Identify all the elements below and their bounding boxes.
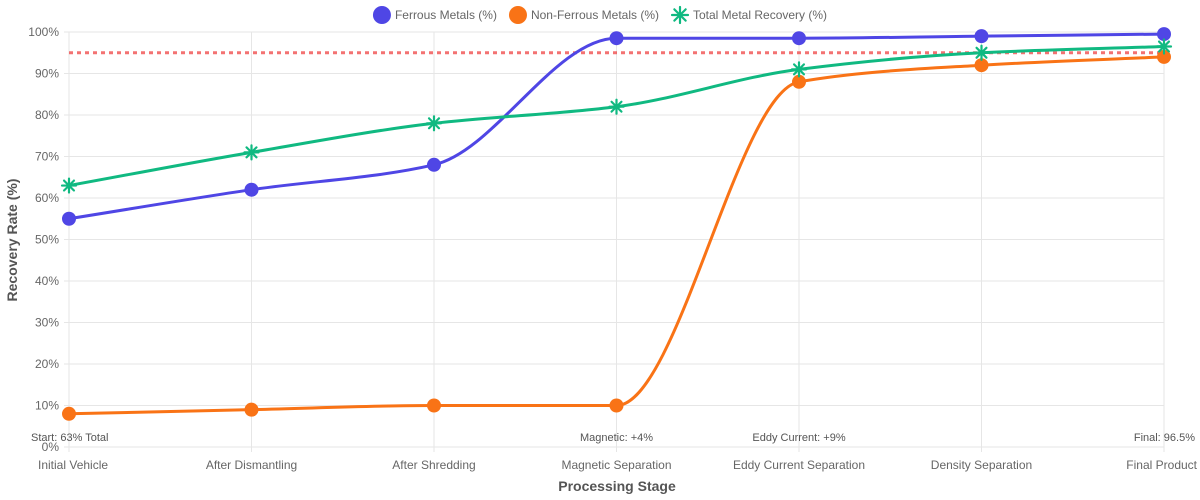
series-2 (62, 49, 1171, 421)
series-group (60, 27, 1173, 421)
data-point (244, 402, 259, 417)
data-point (1157, 49, 1171, 64)
y-tick-label: 70% (35, 150, 59, 164)
y-tick-label: 30% (35, 316, 59, 330)
data-point (427, 157, 441, 172)
y-tick-label: 100% (28, 25, 59, 39)
x-axis-title: Processing Stage (558, 478, 676, 494)
y-axis-ticks: 0% 10% 20% 30% 40% 50% 60% 70% 80% 90% 100% (28, 25, 59, 454)
x-tick-label: Initial Vehicle (38, 458, 108, 472)
y-tick-label: 60% (35, 191, 59, 205)
legend-item-2[interactable]: Non-Ferrous Metals (%) (508, 6, 659, 24)
legend-label: Total Metal Recovery (%) (693, 8, 827, 22)
data-point (1157, 27, 1171, 42)
data-point (60, 177, 78, 194)
chart-grid (64, 31, 1165, 452)
legend[interactable]: Ferrous Metals (%) Non-Ferrous Metals (%)… (372, 5, 827, 25)
star-stroke (792, 63, 806, 76)
y-tick-label: 50% (35, 233, 59, 247)
x-tick-label: Density Separation (931, 458, 1032, 472)
data-point (609, 31, 624, 46)
x-tick-label: After Shredding (392, 458, 475, 472)
data-point (427, 398, 441, 413)
series-1 (62, 27, 1171, 226)
legend-marker (670, 5, 690, 25)
data-point (608, 98, 625, 115)
x-tick-label: Final Product (1126, 458, 1197, 472)
x-tick-label: Eddy Current Separation (733, 458, 865, 472)
data-point (792, 74, 806, 89)
legend-label: Non-Ferrous Metals (%) (531, 8, 659, 22)
y-tick-label: 40% (35, 274, 59, 288)
data-point (1155, 38, 1173, 55)
star-stroke (610, 100, 623, 113)
star-stroke (673, 8, 687, 22)
annotation-label: Final: 96.5% (1134, 432, 1195, 444)
x-tick-label: Magnetic Separation (561, 458, 671, 472)
data-point (243, 144, 260, 161)
annotation-label: Start: 63% Total (31, 432, 108, 444)
y-tick-label: 20% (35, 357, 59, 371)
data-point (62, 211, 76, 226)
data-point (62, 406, 76, 421)
data-point (792, 31, 806, 46)
annotation-label: Eddy Current: +9% (752, 432, 845, 444)
legend-item-3[interactable]: Total Metal Recovery (%) (670, 5, 827, 25)
y-axis-title: Recovery Rate (%) (4, 179, 20, 302)
data-point (973, 44, 990, 61)
legend-marker (372, 6, 391, 24)
legend-item-1[interactable]: Ferrous Metals (%) (372, 6, 497, 24)
annotations-group: Start: 63% Total Magnetic: +4% Eddy Curren… (31, 432, 1195, 444)
data-point (425, 115, 443, 132)
legend-label: Ferrous Metals (%) (395, 8, 497, 22)
y-tick-label: 80% (35, 108, 59, 122)
data-point (974, 58, 989, 73)
legend-marker (508, 6, 527, 24)
data-point (609, 398, 624, 413)
y-tick-label: 90% (35, 67, 59, 81)
y-tick-label: 0% (42, 440, 60, 454)
data-point (244, 182, 259, 197)
y-tick-label: 10% (35, 399, 59, 413)
star-stroke (245, 146, 258, 159)
data-point (974, 29, 989, 44)
annotation-label: Magnetic: +4% (580, 432, 653, 444)
star-stroke (975, 46, 988, 59)
star-stroke (62, 179, 76, 192)
x-tick-label: After Dismantling (206, 458, 297, 472)
data-point (790, 61, 808, 78)
x-axis-ticks: Initial Vehicle After Dismantling After Sh… (38, 458, 1198, 472)
star-stroke (427, 117, 441, 130)
star-stroke (1157, 40, 1171, 53)
series-3 (60, 38, 1173, 194)
